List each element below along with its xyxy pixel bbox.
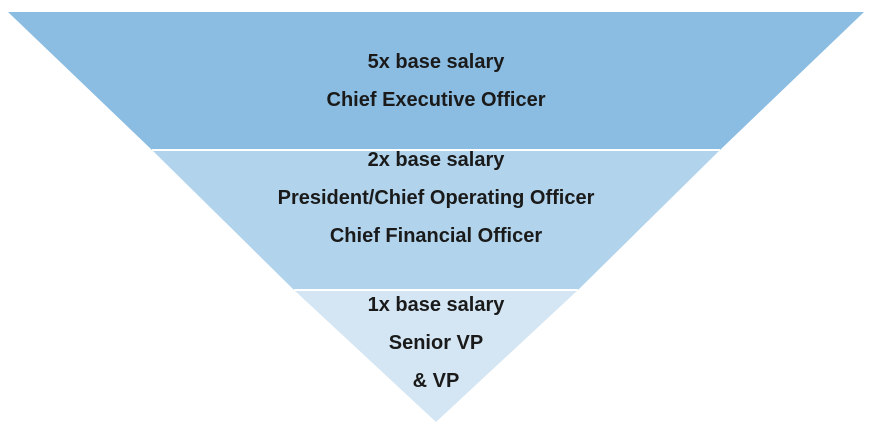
tier-label: & VP (412, 370, 460, 392)
tier-2-text: 2x base salary President/Chief Operating … (0, 148, 872, 262)
tier-1-text: 5x base salary Chief Executive Officer (0, 50, 872, 126)
tier-label: 5x base salary (367, 51, 505, 73)
tier-label: 1x base salary (367, 294, 505, 316)
tier-3-text: 1x base salary Senior VP & VP (0, 293, 872, 407)
tier-1-shape (8, 12, 864, 150)
tier-label: Senior VP (388, 332, 484, 354)
tier-label: Chief Executive Officer (326, 89, 546, 111)
tier-label: President/Chief Operating Officer (277, 187, 595, 209)
tier-label: 2x base salary (367, 149, 505, 171)
tier-label: Chief Financial Officer (329, 225, 543, 247)
tier-2-shape (152, 150, 720, 290)
tier-3-shape (294, 290, 578, 422)
